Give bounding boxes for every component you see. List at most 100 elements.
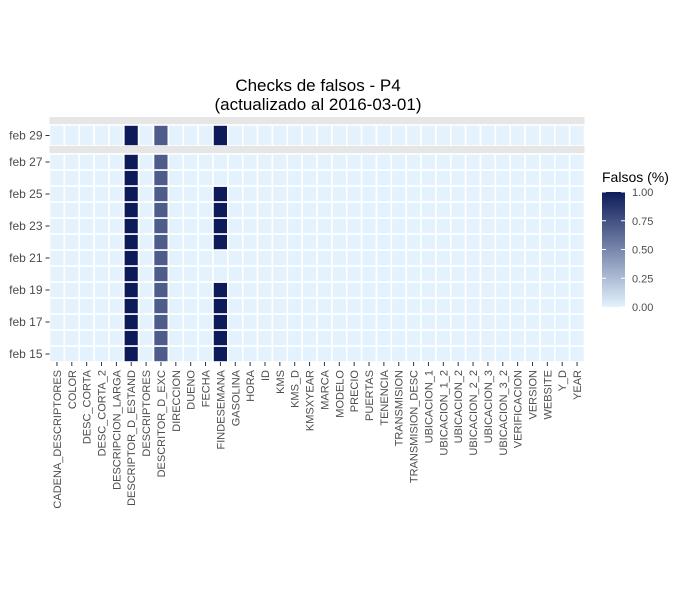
heatmap-cell bbox=[479, 345, 497, 363]
heatmap-cell bbox=[539, 265, 556, 283]
heatmap-cell bbox=[241, 265, 259, 283]
heatmap-cell bbox=[197, 265, 214, 283]
heatmap-cell bbox=[227, 233, 244, 251]
heatmap-cell bbox=[63, 345, 81, 363]
heatmap-cell bbox=[553, 249, 571, 267]
x-tick-label: TRANSMISION_DESC bbox=[409, 370, 421, 483]
heatmap-cell bbox=[167, 265, 185, 283]
heatmap-cell bbox=[405, 249, 422, 267]
heatmap-cell bbox=[331, 313, 348, 331]
x-tick-label: UBICACION_2 bbox=[453, 370, 465, 443]
heatmap-cell bbox=[182, 345, 199, 363]
heatmap-cell bbox=[78, 233, 95, 251]
legend-tick-label: 0.75 bbox=[632, 216, 653, 228]
heatmap-cell bbox=[390, 124, 407, 147]
heatmap-cell bbox=[108, 329, 125, 347]
heatmap-cell bbox=[553, 169, 571, 187]
heatmap-cell bbox=[197, 124, 214, 147]
heatmap-cell bbox=[271, 169, 289, 187]
heatmap-cell bbox=[390, 153, 407, 171]
heatmap-cell bbox=[420, 217, 437, 235]
heatmap-cell bbox=[331, 217, 348, 235]
heatmap-cell bbox=[108, 153, 125, 171]
heatmap-cell bbox=[509, 345, 526, 363]
x-tick-label: UBICACION_3 bbox=[483, 370, 495, 443]
heatmap-cell bbox=[316, 169, 333, 187]
heatmap-cell bbox=[449, 249, 467, 267]
heatmap-cell bbox=[345, 281, 363, 299]
legend-colorbar bbox=[602, 192, 625, 307]
heatmap-cell bbox=[241, 329, 259, 347]
heatmap-cell bbox=[464, 281, 482, 299]
heatmap-cell bbox=[152, 185, 170, 203]
heatmap-cell bbox=[286, 124, 303, 147]
heatmap-cell bbox=[479, 233, 497, 251]
heatmap-cell bbox=[137, 124, 155, 147]
heatmap-cell bbox=[539, 201, 556, 219]
heatmap-cell bbox=[435, 124, 452, 147]
heatmap-cell bbox=[123, 153, 140, 171]
heatmap-cell bbox=[212, 281, 229, 299]
heatmap-cell bbox=[360, 153, 378, 171]
heatmap-cell bbox=[524, 345, 541, 363]
heatmap-cell bbox=[197, 185, 214, 203]
heatmap-cell bbox=[331, 201, 348, 219]
heatmap-cell bbox=[316, 217, 333, 235]
heatmap-cell bbox=[524, 153, 541, 171]
heatmap-cell bbox=[420, 313, 437, 331]
heatmap-cell bbox=[449, 201, 467, 219]
heatmap-cell bbox=[256, 329, 274, 347]
heatmap-cell bbox=[435, 169, 452, 187]
heatmap-cell bbox=[301, 233, 318, 251]
heatmap-cell bbox=[93, 297, 110, 315]
heatmap-cell bbox=[241, 201, 259, 219]
heatmap-cell bbox=[435, 297, 452, 315]
heatmap-panels: feb 29 feb 15 feb 17 feb 19 feb 21 feb 23 feb … bbox=[9, 117, 586, 363]
heatmap-cell bbox=[375, 169, 393, 187]
heatmap-cell bbox=[48, 233, 66, 251]
heatmap-cell bbox=[360, 345, 378, 363]
heatmap-cell bbox=[227, 281, 244, 299]
heatmap-cell bbox=[435, 153, 452, 171]
x-tick-label: ID bbox=[260, 370, 272, 381]
heatmap-cell bbox=[123, 185, 140, 203]
heatmap-cell bbox=[390, 329, 407, 347]
heatmap-cell bbox=[197, 345, 214, 363]
heatmap-cell bbox=[137, 169, 155, 187]
heatmap-cell bbox=[48, 313, 66, 331]
x-tick-label: DUENO bbox=[186, 370, 198, 410]
heatmap-cell bbox=[137, 329, 155, 347]
heatmap-cell bbox=[63, 233, 81, 251]
heatmap-cell bbox=[48, 265, 66, 283]
heatmap-cell bbox=[241, 169, 259, 187]
x-tick-label: FINDESEMANA bbox=[215, 369, 227, 449]
heatmap-cell bbox=[152, 281, 170, 299]
heatmap-cell bbox=[256, 201, 274, 219]
heatmap-cell bbox=[375, 185, 393, 203]
heatmap-cell bbox=[390, 169, 407, 187]
heatmap-cell bbox=[449, 233, 467, 251]
heatmap-cell bbox=[494, 217, 511, 235]
heatmap-cell bbox=[553, 345, 571, 363]
x-tick-label: UBICACION_3_2 bbox=[498, 370, 510, 456]
heatmap-cell bbox=[539, 329, 556, 347]
heatmap-cell bbox=[301, 185, 318, 203]
heatmap-cell bbox=[568, 201, 586, 219]
heatmap-cell bbox=[494, 329, 511, 347]
heatmap-cell bbox=[539, 185, 556, 203]
x-tick-label: DESC_CORTA_2 bbox=[97, 370, 109, 456]
heatmap-cell bbox=[167, 249, 185, 267]
heatmap-cell bbox=[256, 153, 274, 171]
heatmap-cell bbox=[108, 297, 125, 315]
heatmap-cell bbox=[212, 297, 229, 315]
heatmap-cell bbox=[568, 297, 586, 315]
heatmap-cell bbox=[301, 217, 318, 235]
heatmap-cell bbox=[256, 124, 274, 147]
heatmap-cell bbox=[375, 345, 393, 363]
heatmap-cell bbox=[405, 345, 422, 363]
heatmap-cell bbox=[435, 265, 452, 283]
heatmap-cell bbox=[345, 124, 363, 147]
heatmap-cell bbox=[435, 345, 452, 363]
heatmap-cell bbox=[301, 124, 318, 147]
heatmap-cell bbox=[316, 281, 333, 299]
